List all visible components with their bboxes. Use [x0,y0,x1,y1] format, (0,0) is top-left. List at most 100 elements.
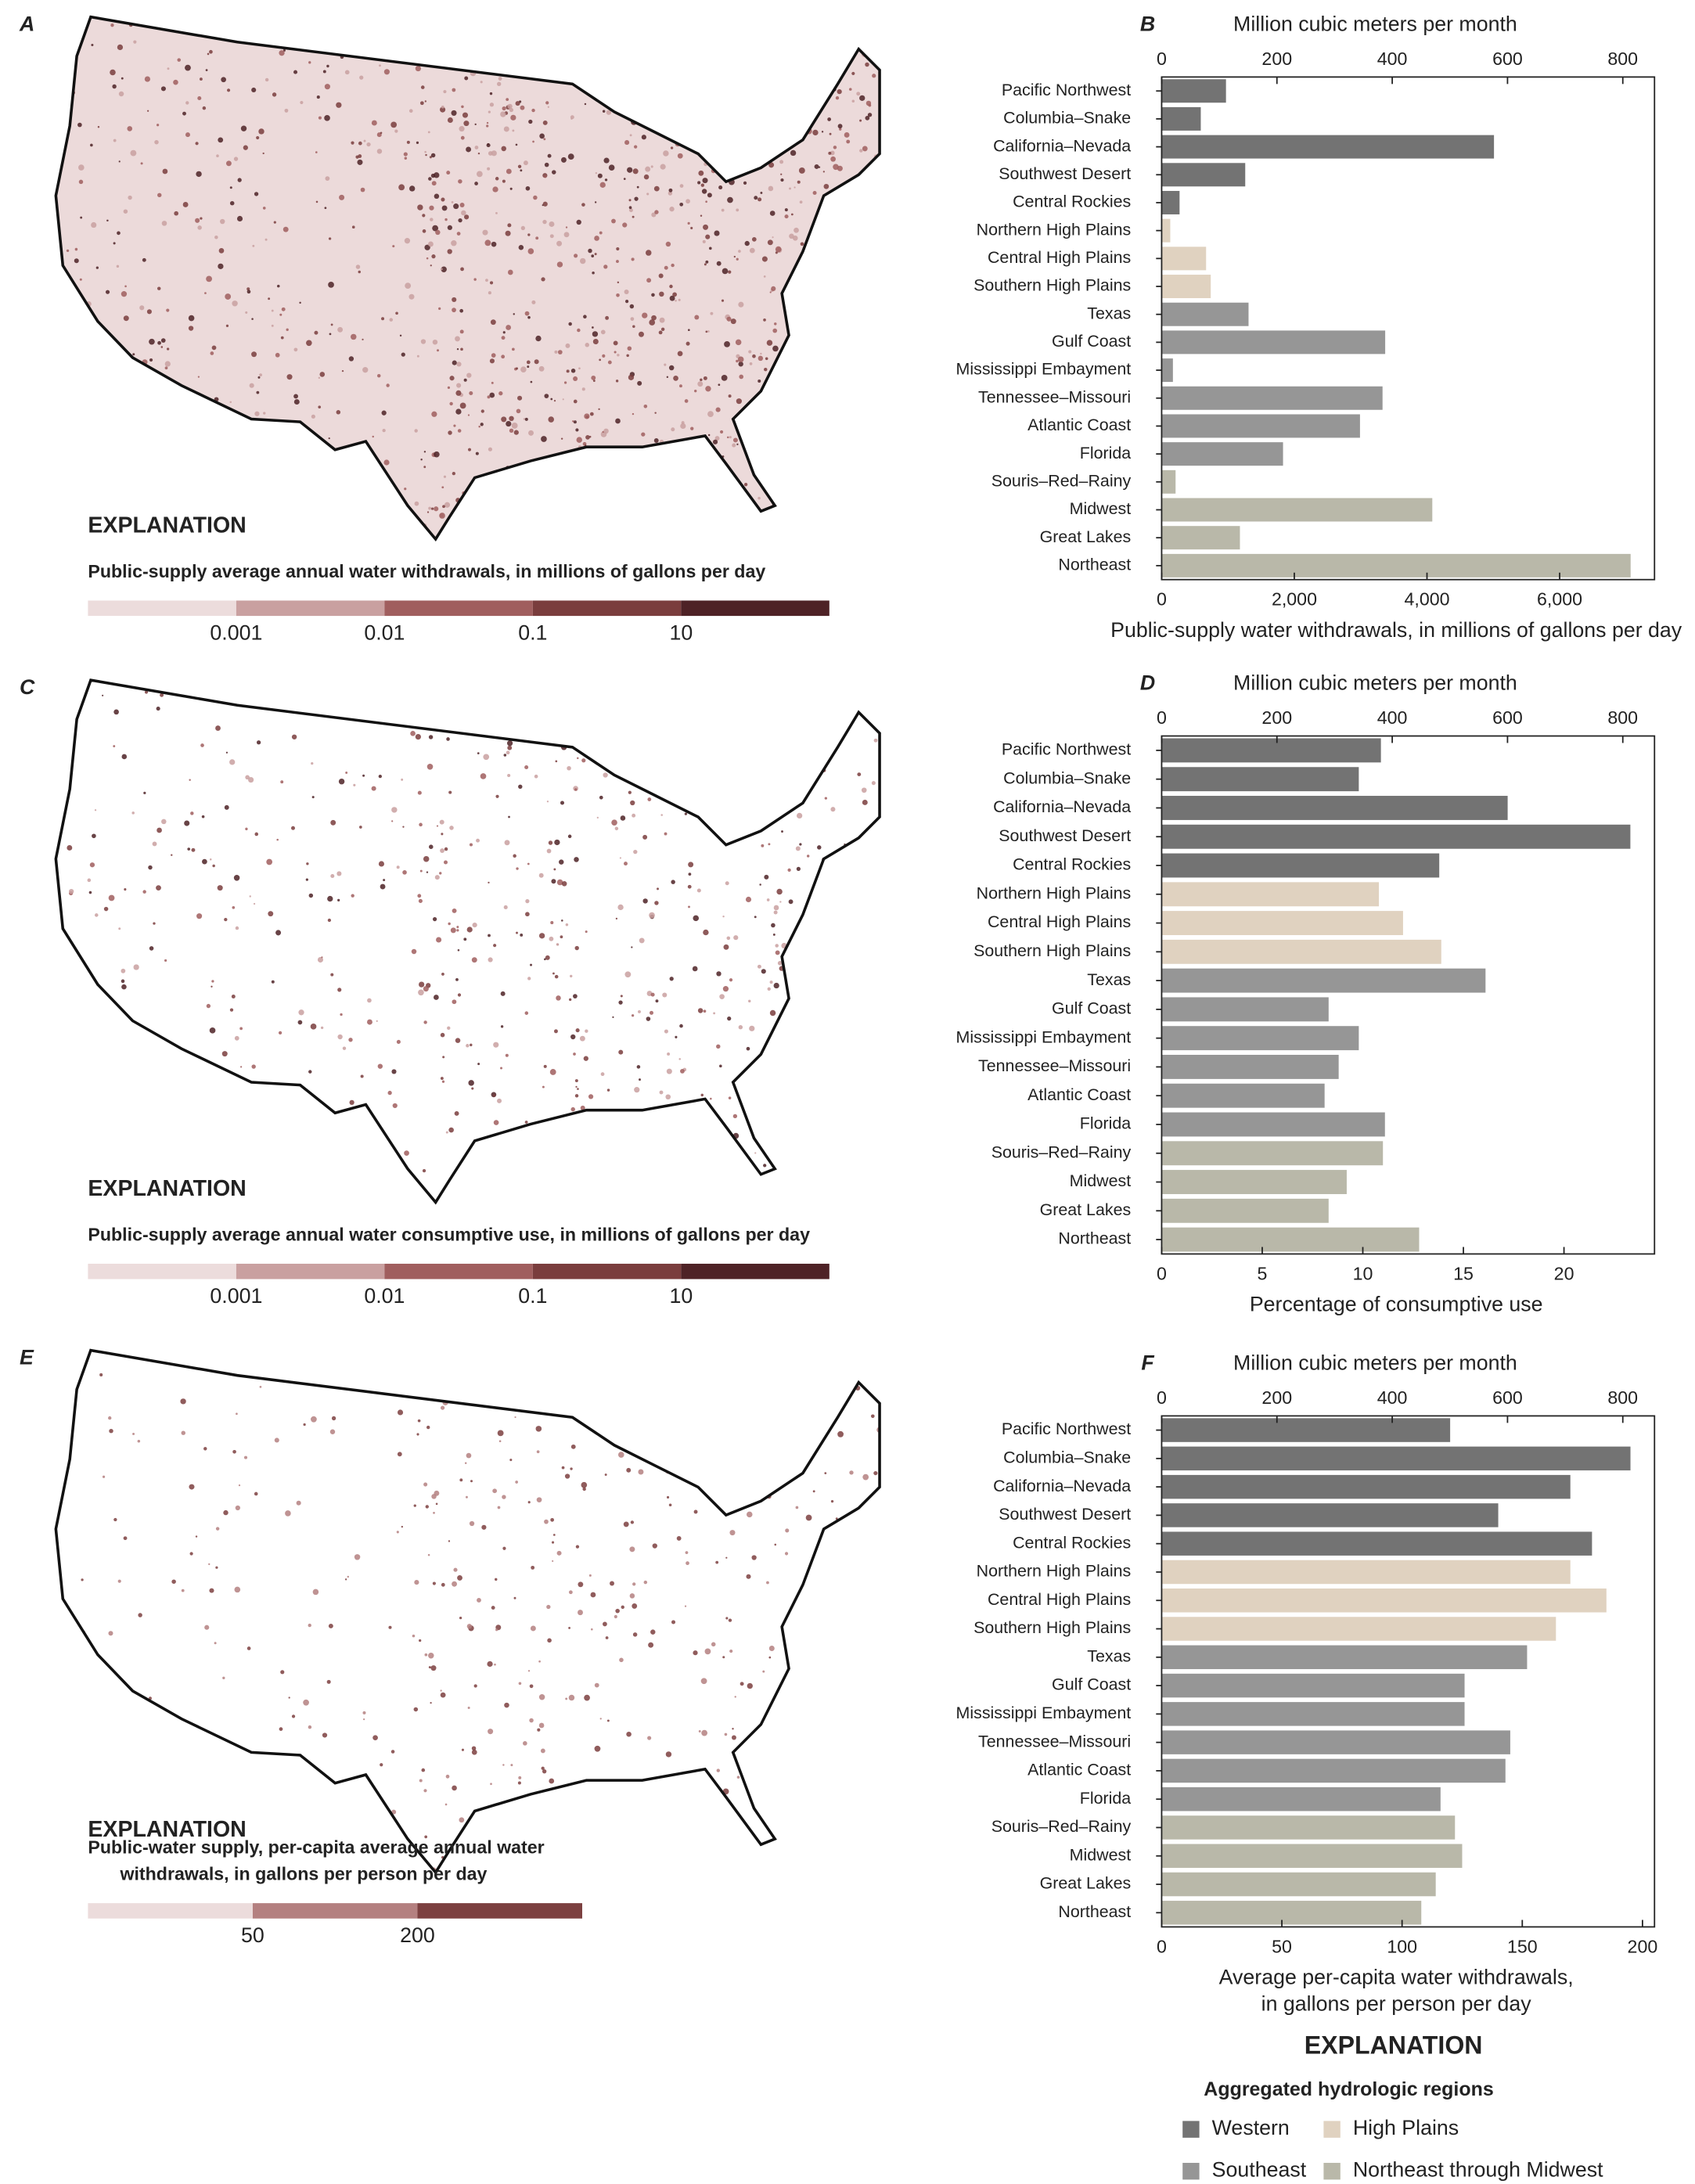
map-speckle [229,186,232,189]
map-speckle [300,100,304,105]
map-speckle [519,27,525,34]
map-speckle [56,49,63,55]
map-speckle [833,1651,838,1655]
map-speckle [195,142,199,146]
y-tick-label: Southwest Desert [999,826,1131,845]
map-speckle [653,185,660,192]
map-speckle [453,1567,458,1572]
scale-swatch [681,1263,830,1279]
map-speckle [542,219,547,225]
map-speckle [63,67,67,71]
map-speckle [461,210,466,216]
map-speckle [400,1380,403,1384]
map-speckle [319,1159,326,1165]
map-speckle [435,229,441,236]
map-speckle [443,475,447,478]
map-speckle [736,257,739,261]
map-speckle [619,1657,624,1663]
map-speckle [824,797,828,800]
map-speckle [411,948,417,955]
map-speckle [472,710,477,714]
map-speckle [797,1142,803,1148]
map-speckle [667,1358,671,1362]
map-speckle [651,293,655,297]
map-speckle [766,340,773,346]
map-speckle [540,1748,545,1754]
map-speckle [570,974,573,978]
map-speckle [506,421,512,427]
map-speckle [826,221,832,228]
map-speckle [123,1536,128,1541]
map-speckle [324,84,330,90]
map-speckle [808,500,814,506]
map-speckle [495,1628,498,1632]
map-speckle [527,977,531,980]
map-speckle [781,830,783,833]
map-speckle [754,1152,757,1154]
map-speckle [665,1860,670,1864]
map-speckle [782,1132,787,1137]
map-speckle [854,28,858,31]
map-speckle [142,257,146,262]
map-speckle [490,319,496,326]
legend-label: Western [1212,2116,1290,2139]
map-speckle [641,432,646,437]
map-speckle [715,407,721,412]
x2-tick-label: 400 [1377,1387,1408,1408]
map-speckle [813,1729,819,1735]
map-speckle [828,1822,831,1825]
map-speckle [851,1874,854,1876]
map-speckle [799,200,803,204]
map-speckle [684,812,688,815]
map-speckle [520,1136,523,1139]
scale-swatch [532,600,682,617]
map-speckle [865,62,869,67]
map-speckle [392,1103,398,1109]
map-speckle [556,943,560,946]
map-speckle [413,1707,419,1712]
scale-swatch [384,600,533,617]
map-speckle [322,70,326,74]
map-speckle [801,1019,807,1024]
map-speckle [252,244,255,247]
map-speckle [822,171,825,173]
map-speckle [475,452,479,455]
map-speckle [87,438,93,444]
map-speckle [331,1416,336,1421]
map-speckle [669,977,674,981]
map-speckle [638,1009,641,1013]
map-speckle [245,311,248,314]
map-speckle [790,1627,796,1634]
map-speckle [181,1589,185,1592]
map-speckle [419,869,423,873]
map-speckle [543,138,546,141]
bar [1161,79,1226,103]
map-speckle [489,281,494,285]
map-speckle [646,1016,651,1021]
map-speckle [65,317,69,322]
map-speckle [605,315,610,320]
map-speckle [615,1193,621,1199]
map-speckle [330,819,336,826]
x-tick-label: 0 [1157,1263,1167,1283]
map-speckle [146,309,152,315]
map-speckle [874,170,880,176]
map-speckle [632,325,635,328]
map-speckle [570,1034,576,1040]
map-speckle [627,167,633,173]
map-speckle [337,898,340,901]
map-speckle [775,950,780,955]
map-speckle [234,1586,241,1593]
map-speckle [523,1741,527,1746]
map-speckle [434,707,441,714]
map-speckle [197,225,202,230]
map-speckle [833,1828,839,1834]
map-speckle [839,1116,844,1121]
map-speckle [872,295,875,299]
map-speckle [786,109,790,113]
bar [1161,1758,1506,1783]
map-speckle [817,374,822,379]
map-speckle [849,1470,854,1475]
map-speckle [637,380,642,386]
map-speckle [90,501,96,507]
